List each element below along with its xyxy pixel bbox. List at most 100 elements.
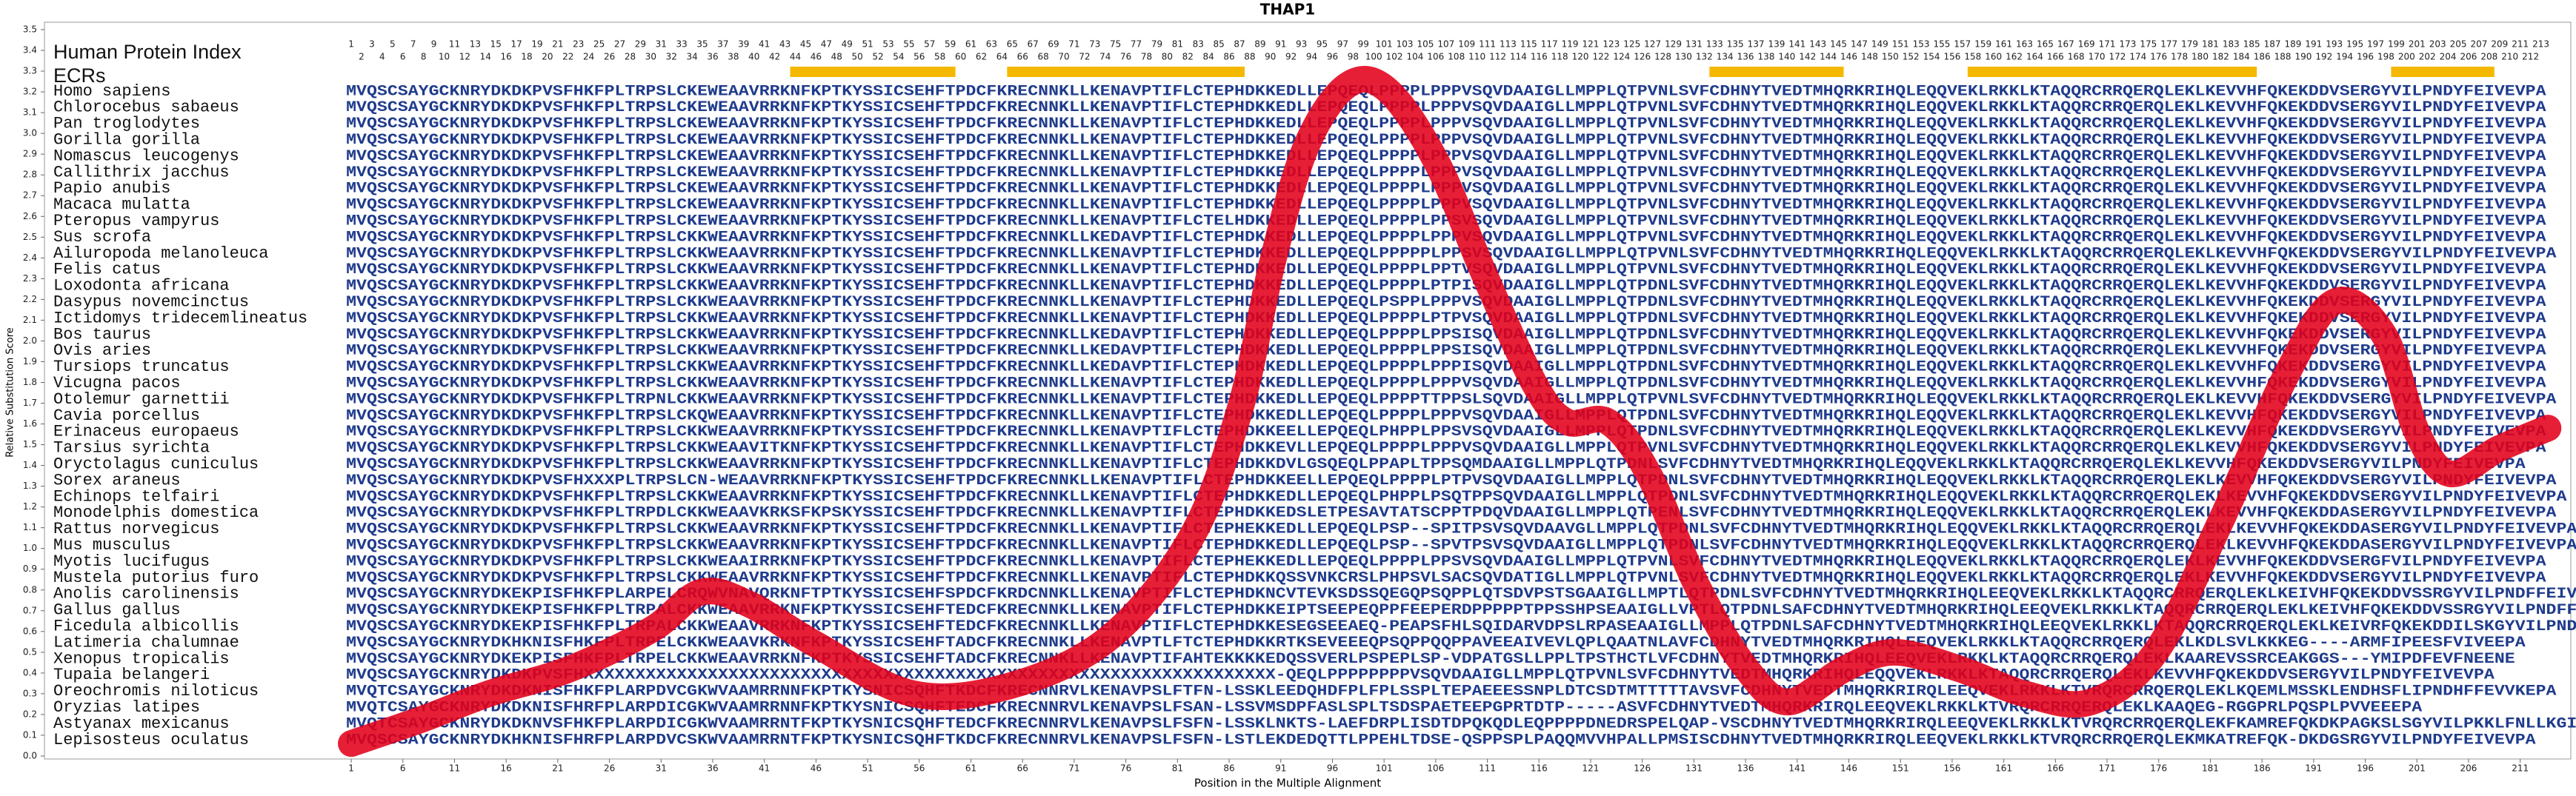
y-tick-label: 2.8 (23, 170, 37, 180)
y-tick-label: 3.3 (23, 66, 37, 76)
y-tick-label: 2.4 (23, 252, 37, 263)
plot-frame (44, 21, 2572, 760)
protein-index: 30 (645, 52, 656, 62)
protein-index: 191 (2305, 39, 2322, 50)
y-tick-label: 2.2 (23, 294, 37, 304)
protein-index: 85 (1213, 39, 1224, 50)
alignment-row: MVQSCSAYGCKNRYDKDKPVSFHKFPLTRPSLCKKWEAAV… (346, 521, 2576, 538)
species-name: Ovis aries (53, 341, 151, 360)
species-name: Mus musculus (53, 536, 170, 555)
protein-index: 60 (955, 52, 966, 62)
protein-index: 187 (2264, 39, 2281, 50)
protein-index: 100 (1365, 52, 1382, 62)
x-tick-label: 61 (965, 763, 976, 774)
x-tick-label: 86 (1223, 763, 1234, 774)
ecr-bar (1709, 67, 1844, 77)
protein-index: 15 (490, 39, 502, 50)
protein-index: 10 (439, 52, 450, 62)
protein-index: 7 (410, 39, 416, 50)
alignment-row: MVQSCSAYGCKNRYDKDKPVSFHKFPLTRPSLCKKWEAAV… (346, 229, 2546, 246)
x-tick-label: 106 (1427, 763, 1444, 774)
species-name: Oryctolagus cuniculus (53, 455, 259, 474)
species-name: Nomascus leucogenys (53, 147, 239, 165)
protein-index: 179 (2181, 39, 2198, 50)
protein-index: 160 (1985, 52, 2002, 62)
protein-index: 17 (510, 39, 522, 50)
protein-index: 123 (1602, 39, 1620, 50)
species-name: Astyanax mexicanus (53, 715, 230, 733)
protein-index: 95 (1317, 39, 1328, 50)
protein-index: 136 (1737, 52, 1754, 62)
protein-index: 90 (1265, 52, 1276, 62)
protein-index: 128 (1654, 52, 1671, 62)
y-tick-label: 0.5 (23, 646, 37, 657)
protein-index: 133 (1706, 39, 1723, 50)
alignment-row: MVQSCSAYGCKNRYDKDKPVSFHKFPLTRPSLCKKWEAAV… (346, 440, 2546, 457)
protein-index: 49 (842, 39, 853, 50)
x-tick-label: 151 (1892, 763, 1909, 774)
protein-index: 107 (1437, 39, 1454, 50)
y-tick-label: 2.5 (23, 232, 37, 242)
alignment-row: MVQSCSAYGCKNRYDKEKPISFHKFPLTRPALCKKWEAAV… (346, 618, 2576, 635)
alignment-row: MVQSCSAYGCKNRYDKDKPVSFHKFPLTRPSLCKKWEAAV… (346, 245, 2556, 262)
protein-index: 150 (1882, 52, 1899, 62)
protein-index: 210 (2501, 52, 2518, 62)
protein-index: 33 (676, 39, 688, 50)
protein-index: 102 (1386, 52, 1403, 62)
protein-index: 177 (2160, 39, 2177, 50)
x-tick-label: 11 (449, 763, 460, 774)
protein-index: 19 (531, 39, 542, 50)
species-name: Pteropus vampyrus (53, 212, 219, 230)
species-name: Pan troglodytes (53, 115, 200, 133)
protein-index: 131 (1685, 39, 1703, 50)
protein-index: 203 (2429, 39, 2446, 50)
ecr-bar (790, 67, 956, 77)
species-name: Papio anubis (53, 179, 170, 198)
protein-index: 40 (748, 52, 759, 62)
protein-index: 207 (2470, 39, 2487, 50)
alignment-row: MVQSCSAYGCKNRYDKDKPVSFHXXXPLTRPSLCN-WEAA… (346, 472, 2556, 489)
protein-index: 111 (1479, 39, 1496, 50)
protein-index: 167 (2057, 39, 2074, 50)
alignment-row: MVQSCSAYGCKNRYDKEKPISFHKFPLARPELCRQWVNAV… (346, 586, 2576, 603)
protein-index: 126 (1634, 52, 1651, 62)
x-tick-label: 206 (2460, 763, 2477, 774)
protein-index: 140 (1778, 52, 1795, 62)
protein-index: 62 (976, 52, 987, 62)
protein-index: 66 (1017, 52, 1028, 62)
protein-index: 16 (501, 52, 512, 62)
alignment-row: MVQSCSAYGCKNRYDKEKPISFHKFPLTRPELCKKWEAAV… (346, 651, 2515, 668)
y-tick-label: 0.3 (23, 688, 37, 698)
protein-index: 184 (2233, 52, 2250, 62)
protein-index: 34 (686, 52, 697, 62)
protein-index: 199 (2388, 39, 2405, 50)
index-label: Human Protein Index (53, 41, 242, 63)
protein-index: 37 (717, 39, 728, 50)
y-tick-label: 0.2 (23, 709, 37, 719)
alignment-row: MVQSCSAYGCKNRYDKDKPVSFHKFPLTRPDLCKKWEAAV… (346, 505, 2556, 522)
protein-index: 127 (1644, 39, 1661, 50)
protein-index: 143 (1809, 39, 1826, 50)
protein-index: 1 (348, 39, 354, 50)
protein-index: 144 (1820, 52, 1837, 62)
protein-index: 132 (1696, 52, 1713, 62)
alignment-row: MVQTCSAYGCKNRYDKDKNVSFHKFPLARPDICGKWVAAM… (346, 715, 2576, 732)
protein-index: 68 (1037, 52, 1048, 62)
protein-index: 151 (1892, 39, 1909, 50)
protein-index: 78 (1141, 52, 1152, 62)
protein-index: 106 (1427, 52, 1444, 62)
protein-index: 197 (2367, 39, 2384, 50)
y-tick-label: 3.1 (23, 107, 37, 118)
protein-index: 38 (728, 52, 739, 62)
alignment-row: MVQSCSAYGCKNRYDKDKPVSFHKFPLTRPSLCKKWEAAV… (346, 359, 2546, 376)
x-tick-label: 156 (1943, 763, 1960, 774)
x-tick-label: 201 (2409, 763, 2426, 774)
species-name: Dasypus novemcinctus (53, 293, 249, 312)
y-tick-label: 2.3 (23, 273, 37, 284)
alignment-row: MVQSCSAYGCKNRYDKDKPVSFHKFPLTRPSLCKKWEAAV… (346, 327, 2546, 344)
species-name: Sus scrofa (53, 228, 151, 247)
protein-index: 93 (1296, 39, 1307, 50)
protein-index: 64 (996, 52, 1008, 62)
protein-index: 118 (1551, 52, 1568, 62)
